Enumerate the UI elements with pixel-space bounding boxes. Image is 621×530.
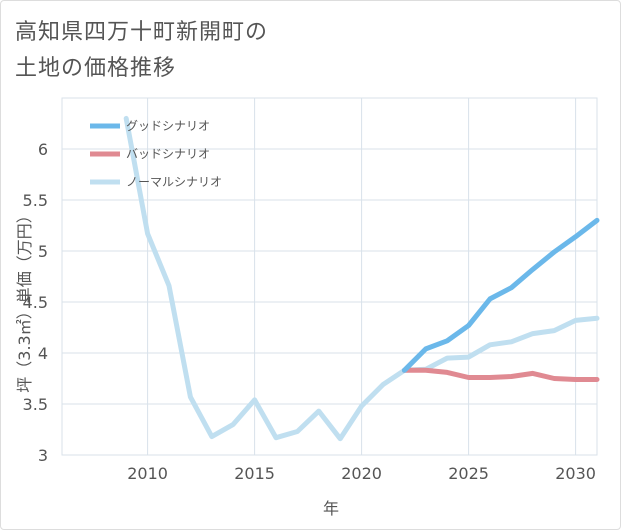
- series-lines: [123, 115, 600, 442]
- legend-label: グッドシナリオ: [126, 119, 210, 133]
- x-tick-label: 2030: [555, 464, 596, 483]
- series-line-2: [401, 367, 600, 382]
- x-tick-label: 2010: [127, 464, 168, 483]
- y-tick-label: 4.5: [23, 293, 48, 312]
- chart-title-line-2: 土地の価格推移: [15, 56, 177, 81]
- y-axis-title: 坪（3.3㎡）単価（万円）: [15, 207, 34, 392]
- y-tick-label: 5: [38, 242, 48, 261]
- x-tick-label: 2015: [234, 464, 275, 483]
- series-line-3: [123, 115, 600, 442]
- y-tick-label: 5.5: [23, 191, 48, 210]
- x-axis-title: 年: [323, 499, 339, 518]
- plot-area: [61, 97, 598, 456]
- grid-lines: [61, 97, 598, 456]
- legend-label: バッドシナリオ: [126, 147, 210, 161]
- x-tick-label: 2025: [448, 464, 489, 483]
- y-tick-label: 3.5: [23, 395, 48, 414]
- legend-label: ノーマルシナリオ: [126, 175, 222, 189]
- axes: 2010 2015 2020 2025 2030 3 3.5 4 4.5 5 5.5 6: [23, 140, 596, 483]
- y-tick-label: 6: [38, 140, 48, 159]
- chart-title-line-1: 高知県四万十町新開町の: [15, 20, 269, 45]
- y-tick-label: 3: [38, 446, 48, 465]
- y-tick-label: 4: [38, 344, 48, 363]
- chart-title: 高知県四万十町新開町の 土地の価格推移: [15, 15, 268, 87]
- series-line-1: [401, 217, 600, 373]
- x-tick-label: 2020: [341, 464, 382, 483]
